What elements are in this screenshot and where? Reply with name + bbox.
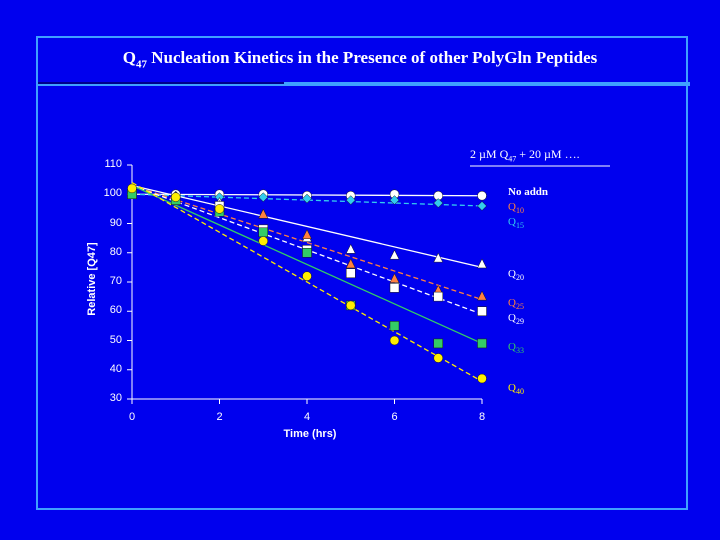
point-q20 (389, 249, 400, 260)
y-tick-label: 100 (103, 187, 122, 200)
y-tick-label: 50 (109, 333, 122, 346)
slide-frame (36, 36, 688, 510)
point-q33 (258, 227, 268, 238)
annotation-part: + 20 µM …. (516, 147, 580, 161)
annotation-part: 2 µM Q (470, 147, 509, 161)
title-rule-dark (38, 82, 284, 84)
point-q33 (389, 321, 400, 331)
point-q29 (389, 283, 400, 293)
series-label-text: Q (508, 312, 516, 325)
series-label-no-addn: No addn (508, 186, 548, 198)
series-label-q40: Q40 (508, 382, 524, 396)
point-q25 (477, 290, 487, 301)
series-label-q29: Q29 (508, 312, 524, 326)
series-label-text: Q (508, 200, 516, 213)
series-label-subscript: 40 (515, 387, 524, 397)
point-no-addn (477, 190, 487, 201)
point-q33 (302, 248, 312, 258)
series-label-q33: Q33 (508, 341, 524, 355)
x-tick-label: 0 (128, 411, 136, 423)
fit-line-q20 (131, 184, 483, 269)
point-q15 (477, 201, 487, 211)
annotation-part: 47 (508, 154, 517, 164)
title-rest: Nucleation Kinetics in the Presence of o… (146, 48, 598, 67)
annotation: 2 µM Q47 + 20 µM …. (470, 147, 580, 163)
point-q29 (433, 291, 443, 302)
series-label-text: Q (508, 268, 516, 281)
point-q20 (477, 258, 487, 269)
point-q40 (258, 236, 268, 246)
fit-line-q25 (131, 184, 483, 301)
y-tick-label: 80 (109, 245, 122, 258)
slide-title: Q47 Nucleation Kinetics in the Presence … (0, 48, 720, 70)
point-q25 (345, 258, 356, 269)
series-label-q20: Q20 (508, 268, 524, 282)
series-label-text: Q (508, 341, 516, 354)
point-q40 (171, 192, 181, 202)
title-q: Q (122, 48, 136, 67)
point-q33 (477, 338, 487, 349)
y-tick-label: 30 (109, 392, 122, 404)
point-q33 (433, 338, 443, 349)
point-q20 (345, 243, 356, 254)
series-label-subscript: 15 (515, 220, 524, 230)
title-rule (38, 82, 690, 86)
point-q29 (477, 306, 487, 316)
series-label-subscript: 10 (515, 206, 524, 216)
series-label-subscript: 20 (515, 273, 524, 283)
x-axis-label: Time (hrs) (283, 428, 337, 440)
point-q40 (214, 204, 225, 214)
x-tick-label: 6 (391, 411, 398, 423)
y-tick-label: 70 (109, 275, 122, 287)
x-tick-label: 4 (303, 411, 311, 423)
point-q15 (258, 192, 269, 203)
series-label-subscript: 25 (515, 302, 524, 312)
point-q40 (389, 335, 400, 346)
fit-line-q15 (131, 193, 483, 207)
point-q15 (302, 193, 312, 204)
series-label-subscript: 29 (515, 317, 524, 327)
y-tick-label: 90 (109, 216, 122, 229)
point-q40 (477, 373, 487, 384)
point-q40 (302, 271, 312, 281)
y-tick-label: 60 (109, 304, 122, 317)
point-q40 (433, 353, 443, 363)
series-label-q15: Q15 (508, 216, 524, 230)
series-label-text: Q (508, 382, 516, 395)
x-tick-label: 8 (478, 411, 486, 423)
point-q40 (346, 300, 356, 311)
series-label-text: Q (508, 297, 516, 310)
point-q15 (389, 195, 400, 205)
point-q40 (127, 183, 137, 194)
point-q29 (346, 268, 356, 278)
series-label-text: Q (508, 215, 516, 228)
point-q25 (389, 273, 400, 283)
point-q15 (345, 195, 356, 205)
x-tick-label: 2 (216, 411, 223, 423)
series-label-text: No addn (508, 186, 549, 199)
y-axis-label: Relative [Q47] (86, 242, 98, 316)
series-label-q10: Q10 (508, 201, 524, 215)
series-label-q25: Q25 (508, 297, 524, 311)
series-label-subscript: 33 (515, 346, 524, 356)
fit-line-q33 (131, 184, 483, 345)
point-q25 (302, 229, 312, 239)
point-q20 (433, 252, 444, 263)
point-q25 (258, 208, 269, 219)
title-subscript: 47 (135, 58, 147, 71)
y-tick-label: 110 (104, 158, 122, 170)
y-tick-label: 40 (109, 362, 122, 375)
fit-line-q40 (131, 181, 483, 383)
point-q15 (433, 198, 444, 208)
